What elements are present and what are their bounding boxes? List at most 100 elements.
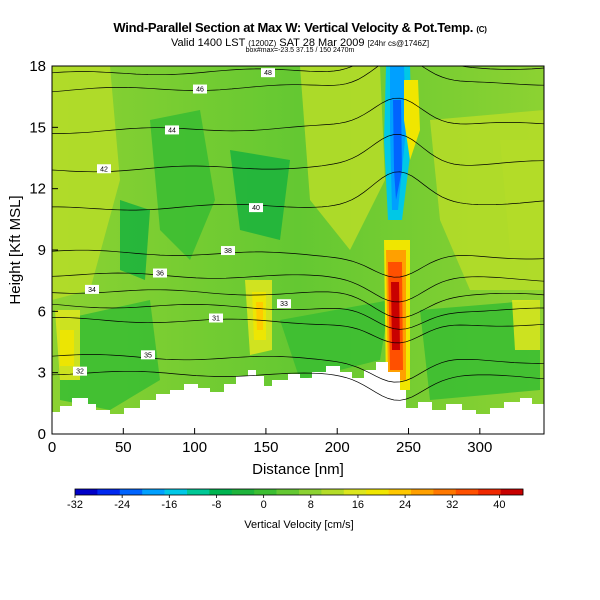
y-tick-label: 0 <box>38 426 46 443</box>
velocity-core <box>404 80 420 160</box>
theta-contour-label-bg <box>165 125 179 135</box>
theta-contour-label: 46 <box>196 87 204 94</box>
colorbar-swatch <box>388 489 412 495</box>
theta-contour-label: 35 <box>144 352 152 359</box>
theta-contour-label: 32 <box>76 369 84 376</box>
velocity-region <box>280 300 390 380</box>
plot-area: 32 35 31 33 34 36 38 40 42 44 46 48 <box>52 66 544 434</box>
theta-contour-line <box>52 171 544 211</box>
velocity-core <box>391 282 400 350</box>
velocity-core <box>393 100 402 200</box>
colorbar-swatch <box>411 489 434 495</box>
velocity-region <box>256 302 263 330</box>
y-axis-label: Height [Kft MSL] <box>7 195 24 304</box>
velocity-region <box>500 140 544 250</box>
theta-contour-label-bg <box>73 366 87 376</box>
y-tick-label: 18 <box>29 58 46 75</box>
x-axis-label: Distance [nm] <box>252 461 344 478</box>
colorbar-swatch <box>142 489 165 495</box>
theta-contour-label-bg <box>193 84 207 94</box>
x-tick-label: 300 <box>467 439 492 456</box>
colorbar-tick-label: 40 <box>493 499 505 511</box>
colorbar-tick-label: -8 <box>212 499 222 511</box>
theta-contour-label-bg <box>209 313 223 323</box>
colorbar-tick-label: 24 <box>399 499 411 511</box>
colorbar-label: Vertical Velocity [cm/s] <box>244 519 353 531</box>
velocity-region <box>300 66 385 250</box>
y-tick-label: 15 <box>29 119 46 136</box>
colorbar-swatch <box>231 489 255 495</box>
colorbar-frame <box>74 488 524 496</box>
x-tick-label: 100 <box>182 439 207 456</box>
y-tick-label: 9 <box>38 242 46 259</box>
theta-contour-label-bg <box>141 350 155 360</box>
theta-contour-label: 34 <box>88 287 96 294</box>
chart-subline: box#max=-23.5 37.15 / 150 2470m <box>245 47 355 54</box>
theta-contour-line <box>52 66 544 93</box>
colorbar-swatch <box>164 489 188 495</box>
velocity-field <box>52 66 544 410</box>
colorbar-tick-label: 32 <box>446 499 458 511</box>
velocity-region <box>512 300 540 350</box>
x-tick-label: 0 <box>48 439 56 456</box>
colorbar-tick-label: -24 <box>114 499 130 511</box>
theta-contour-label-bg <box>153 268 167 278</box>
colorbar-swatch <box>209 489 233 495</box>
colorbar-tick-label: -32 <box>67 499 83 511</box>
theta-contour-label: 42 <box>100 166 108 173</box>
colorbar-swatch <box>254 489 277 495</box>
colorbar-swatch <box>97 489 121 495</box>
velocity-region <box>60 330 74 366</box>
theta-contour-line <box>52 354 544 383</box>
x-tick-label: 200 <box>325 439 350 456</box>
velocity-region <box>230 150 290 240</box>
terrain <box>52 362 544 434</box>
theta-contour-label-bg <box>85 284 99 294</box>
theta-contour-label-bg <box>277 299 291 309</box>
theta-contour-label-bg <box>249 203 263 213</box>
theta-contours: 32 35 31 33 34 36 38 40 42 44 46 48 <box>52 66 544 401</box>
velocity-region <box>150 110 215 260</box>
theta-contour-line <box>52 249 544 278</box>
colorbar-swatch <box>75 489 98 495</box>
theta-contour-label: 31 <box>212 316 220 323</box>
colorbar-swatch <box>478 489 501 495</box>
x-tick-label: 150 <box>253 439 278 456</box>
colorbar-swatch <box>299 489 322 495</box>
colorbar-swatch <box>119 489 143 495</box>
colorbar-tick-label: -16 <box>161 499 177 511</box>
y-tick-label: 3 <box>38 365 46 382</box>
x-axis: 0 50 100 150 200 250 300 <box>48 428 492 456</box>
theta-contour-label: 36 <box>156 271 164 278</box>
chart-subtitle: Valid 1400 LST (1200Z) SAT 28 Mar 2009 [… <box>170 37 430 49</box>
colorbar-tick-label: 16 <box>352 499 364 511</box>
velocity-region <box>420 300 540 400</box>
colorbar-swatch <box>366 489 389 495</box>
x-tick-label: 250 <box>396 439 421 456</box>
theta-contour-line <box>52 97 544 134</box>
y-axis: 0 3 6 9 12 15 18 <box>29 58 58 443</box>
theta-contour-line <box>52 289 544 319</box>
colorbar-swatch <box>343 489 367 495</box>
chart-title: Wind-Parallel Section at Max W: Vertical… <box>113 20 487 35</box>
theta-contour-label: 40 <box>252 205 260 212</box>
theta-contour-line <box>52 303 544 330</box>
theta-contour-line <box>52 370 544 401</box>
velocity-region <box>120 200 150 280</box>
colorbar-tick-label: 0 <box>261 499 267 511</box>
colorbar-swatch <box>455 489 479 495</box>
theta-contour-line <box>52 317 544 344</box>
colorbar-swatch <box>276 489 300 495</box>
theta-contour-label-bg <box>97 164 111 174</box>
theta-contour-label: 44 <box>168 127 176 134</box>
colorbar-tick-label: 8 <box>308 499 314 511</box>
theta-contour-line <box>52 134 544 173</box>
colorbar-swatch <box>500 489 524 495</box>
theta-contour-label-bg <box>221 246 235 256</box>
theta-contour-label: 48 <box>264 70 272 77</box>
velocity-region <box>52 66 120 300</box>
theta-contour-label: 33 <box>280 301 288 308</box>
y-tick-label: 12 <box>29 181 46 198</box>
x-tick-label: 50 <box>115 439 132 456</box>
